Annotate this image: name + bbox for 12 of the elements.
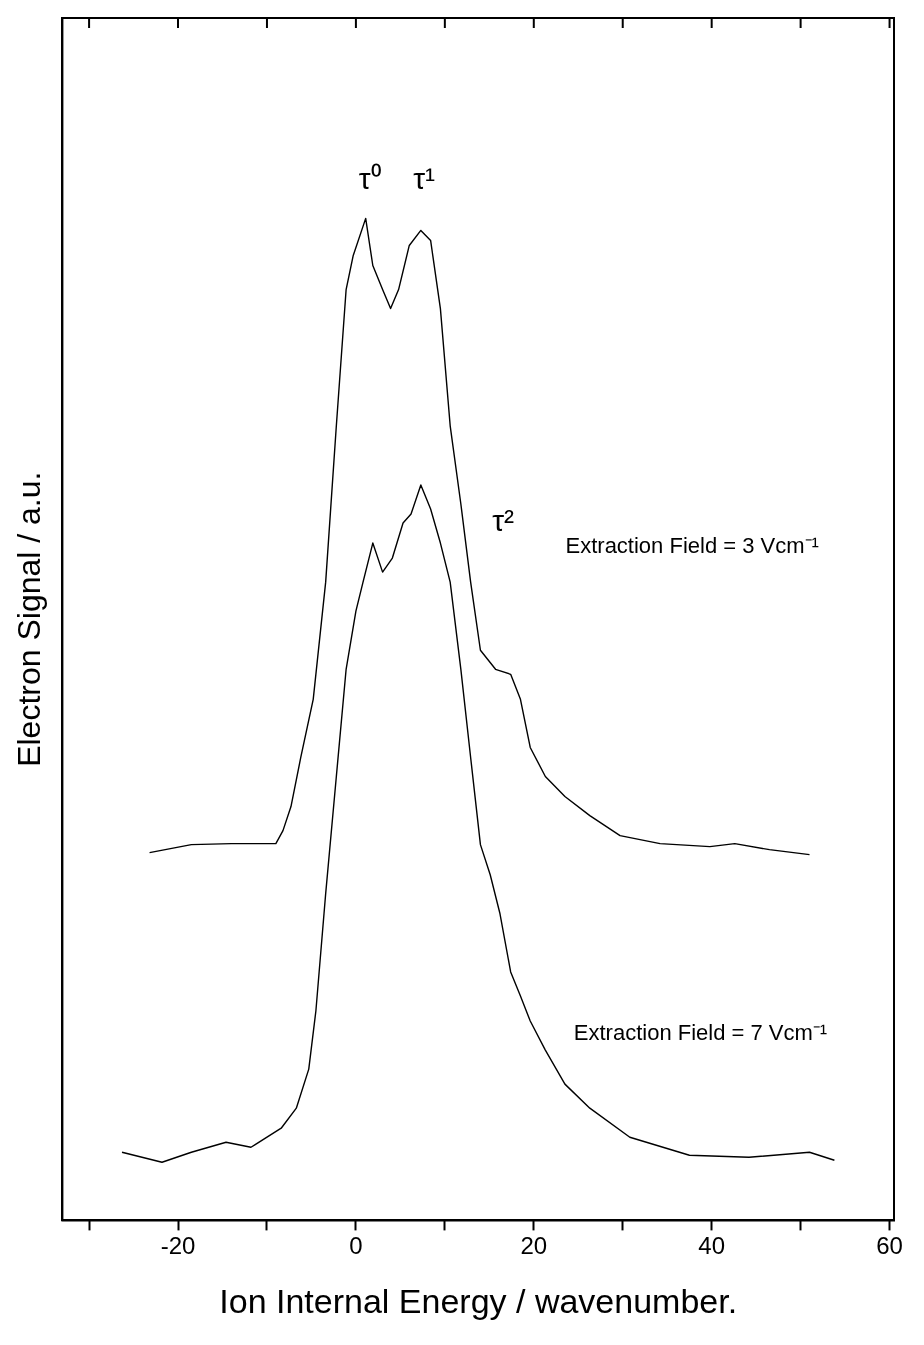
x-tick-label: 20 bbox=[520, 1232, 548, 1260]
y-axis-title: Electron Signal / a.u. bbox=[11, 471, 48, 767]
x-tick-label: 0 bbox=[349, 1232, 363, 1260]
text: τ¹ bbox=[413, 161, 436, 195]
text: τ⁰ bbox=[358, 161, 382, 195]
annotation: Extraction Field = 3 Vcm⁻¹ bbox=[565, 533, 819, 559]
x-tick-label: 60 bbox=[876, 1232, 903, 1260]
x-axis-title: Ion Internal Energy / wavenumber. bbox=[219, 1281, 738, 1320]
annotation: Extraction Field = 7 Vcm⁻¹ bbox=[573, 1020, 828, 1046]
annotation: τ² bbox=[492, 504, 515, 538]
x-tick-label: 40 bbox=[698, 1232, 726, 1260]
x-tick-label: -20 bbox=[160, 1232, 196, 1260]
